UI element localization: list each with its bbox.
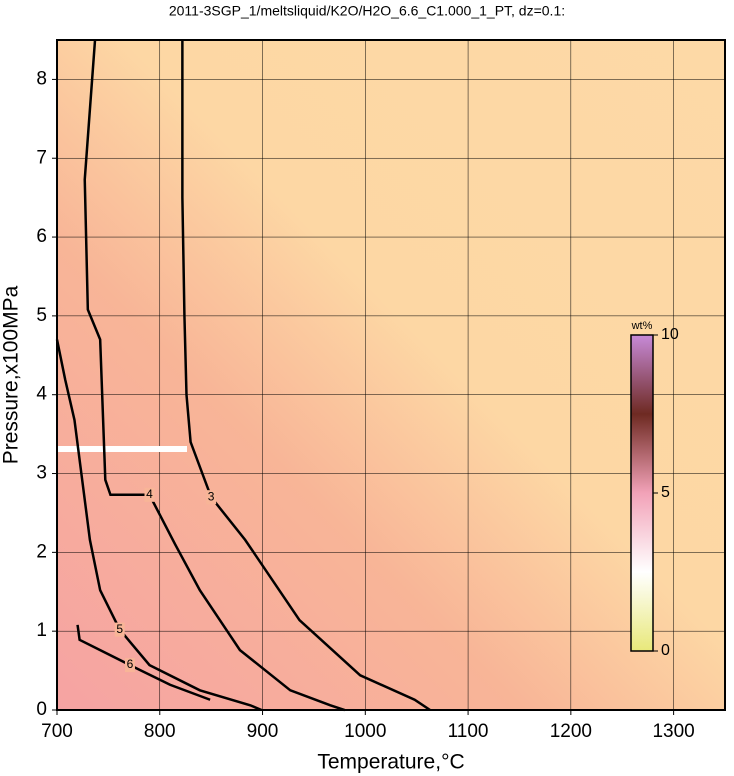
y-tick-label: 4	[36, 384, 47, 405]
y-tick-label: 5	[36, 305, 47, 326]
y-tick-label: 8	[36, 68, 47, 89]
y-tick-label: 6	[36, 226, 47, 247]
contour-label-bg	[206, 490, 217, 505]
white-bar	[57, 446, 187, 452]
contour-label-bg	[144, 487, 155, 502]
x-tick-label: 1200	[550, 721, 592, 742]
x-tick-label: 900	[247, 721, 279, 742]
plot-frame	[56, 39, 726, 711]
contour-label-bg	[114, 622, 125, 637]
contour-line	[76, 624, 211, 701]
y-tick-label: 1	[36, 620, 47, 641]
plot-background	[57, 40, 725, 710]
contour-label: 5	[116, 622, 123, 636]
contour-line	[55, 339, 262, 712]
colorbar-tick-label: 10	[661, 326, 679, 343]
colorbar-tick-label: 5	[661, 484, 670, 501]
y-tick-label: 2	[36, 541, 47, 562]
y-tick-label: 3	[36, 463, 47, 484]
colorbar-tick-label: 0	[661, 642, 670, 659]
x-tick-label: 700	[41, 721, 73, 742]
contour-label: 3	[208, 489, 215, 503]
x-axis-label: Temperature,°C	[317, 751, 464, 774]
colorbar-title: wt%	[631, 320, 653, 332]
y-tick-label: 0	[36, 699, 47, 720]
colorbar	[630, 334, 654, 652]
contour-label: 6	[127, 657, 134, 671]
y-tick-label: 7	[36, 147, 47, 168]
contour-label: 4	[146, 487, 153, 501]
x-tick-label: 1000	[344, 721, 386, 742]
chart-title: 2011-3SGP_1/meltsliquid/K2O/H2O_6.6_C1.0…	[169, 3, 565, 19]
contour-label-bg	[124, 658, 135, 673]
x-tick-label: 1100	[448, 721, 489, 742]
x-tick-label: 1300	[652, 721, 694, 742]
y-axis-label: Pressure,x100MPa	[0, 285, 23, 464]
x-tick-label: 800	[144, 721, 176, 742]
